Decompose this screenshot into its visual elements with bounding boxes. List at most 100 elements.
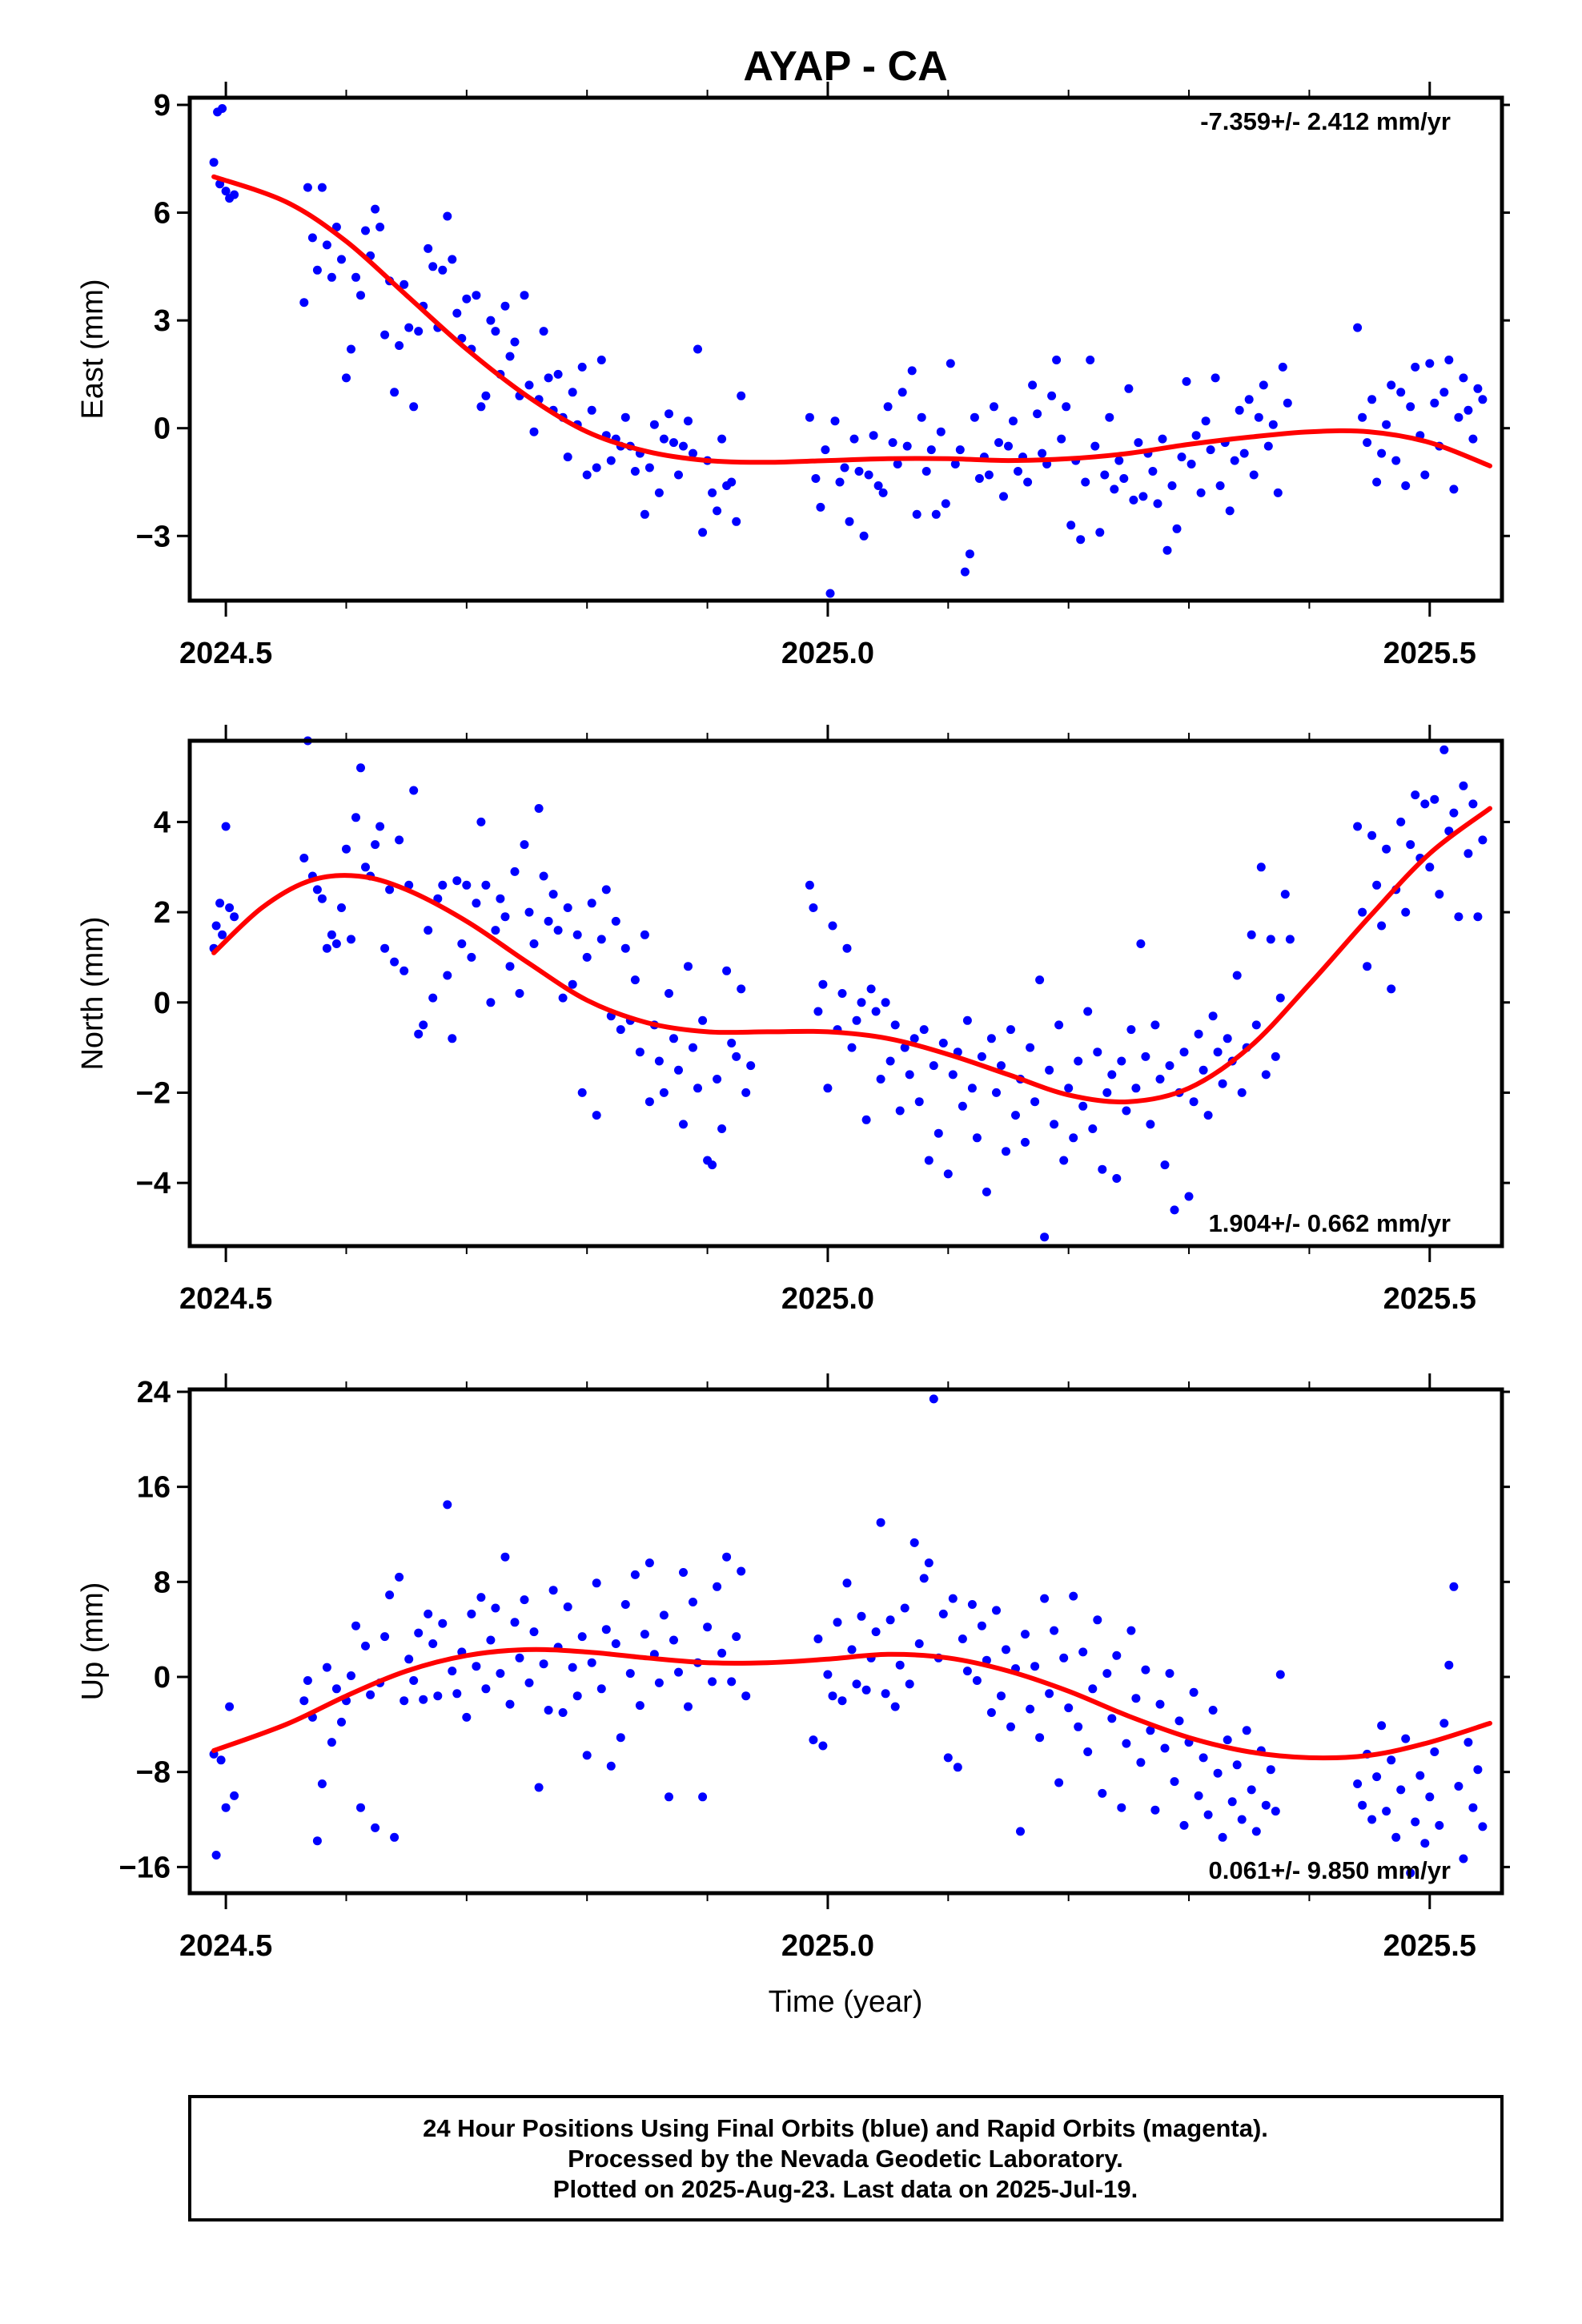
up-data-point: [1387, 1755, 1396, 1765]
up-data-point: [1006, 1722, 1015, 1731]
up-data-point: [972, 1676, 982, 1685]
north-data-point: [481, 880, 491, 890]
up-data-point: [380, 1632, 390, 1642]
north-data-point: [929, 1061, 938, 1071]
east-data-point: [1004, 441, 1013, 451]
up-data-point: [322, 1663, 331, 1672]
north-data-point: [1011, 1111, 1020, 1120]
north-data-point: [986, 1034, 996, 1043]
up-data-point: [1247, 1785, 1256, 1795]
up-data-point: [1358, 1800, 1367, 1810]
up-data-point: [438, 1618, 448, 1628]
east-data-point: [1439, 388, 1449, 397]
north-data-point: [544, 916, 553, 926]
up-x-tick-label: 2025.0: [781, 1929, 874, 1963]
east-data-point: [620, 412, 630, 422]
up-data-point: [1179, 1820, 1189, 1830]
east-data-point: [926, 445, 936, 455]
north-data-point: [1093, 1047, 1102, 1057]
up-data-point: [1242, 1726, 1251, 1735]
east-data-point: [1367, 395, 1377, 404]
up-y-tick-label: 16: [137, 1471, 171, 1505]
east-data-point: [825, 589, 835, 598]
north-data-point: [1353, 822, 1363, 831]
east-data-point: [654, 488, 664, 497]
north-data-point: [1170, 1205, 1179, 1215]
up-data-point: [1435, 1820, 1444, 1830]
east-data-point: [984, 470, 994, 480]
east-data-point: [1090, 441, 1100, 451]
north-data-point: [1430, 794, 1439, 804]
east-data-point: [443, 211, 452, 221]
up-data-point: [385, 1590, 395, 1600]
east-data-point: [1268, 420, 1278, 429]
east-data-point: [606, 456, 616, 465]
east-data-point: [669, 438, 678, 448]
north-fit-curve: [211, 806, 1492, 1104]
east-data-point: [689, 448, 697, 458]
east-data-point: [644, 463, 654, 472]
east-data-point: [727, 477, 737, 487]
east-data-point: [917, 412, 926, 422]
north-data-point: [1184, 1192, 1194, 1201]
up-data-point: [409, 1676, 419, 1685]
east-data-point: [859, 531, 869, 541]
north-data-point: [1377, 921, 1387, 931]
north-data-point: [312, 885, 322, 895]
north-data-point: [1050, 1120, 1059, 1129]
east-data-point: [500, 301, 510, 311]
north-data-point: [1261, 1070, 1271, 1080]
east-data-point: [1230, 456, 1239, 465]
up-data-point: [640, 1630, 649, 1639]
north-data-point: [909, 1034, 919, 1043]
east-data-point: [1014, 467, 1022, 476]
up-data-point: [1059, 1653, 1069, 1663]
up-data-point: [563, 1602, 572, 1611]
east-data-point: [337, 255, 346, 264]
east-fit-curve: [211, 174, 1492, 468]
north-data-point: [640, 930, 649, 939]
east-data-point: [1406, 402, 1415, 412]
east-data-point: [371, 204, 380, 214]
up-data-point: [520, 1595, 529, 1605]
east-panel: −3 0 3 6 9 2024.5 2025.0 2025.5 East (mm) -7.359+…: [76, 82, 1510, 670]
north-data-point: [934, 1128, 943, 1138]
north-data-point: [881, 998, 890, 1007]
north-data-point: [457, 939, 467, 948]
up-data-point: [659, 1610, 669, 1620]
north-data-point: [644, 1097, 654, 1107]
east-data-point: [1478, 395, 1488, 404]
north-data-point: [592, 1111, 601, 1120]
north-data-point: [1387, 984, 1396, 994]
north-data-point: [486, 998, 496, 1007]
north-data-point: [876, 1075, 885, 1084]
north-data-point: [611, 916, 620, 926]
north-data-point: [1064, 1084, 1074, 1093]
north-data-point: [1189, 1097, 1199, 1107]
east-data-point: [1353, 323, 1363, 332]
up-data-point: [1353, 1779, 1363, 1788]
east-data-point: [452, 308, 462, 318]
up-data-point: [433, 1691, 443, 1701]
north-data-point: [1478, 835, 1488, 845]
north-data-point: [1160, 1160, 1170, 1170]
north-data-point: [1203, 1111, 1213, 1120]
east-data-point: [1086, 356, 1095, 364]
up-data-point: [1223, 1735, 1232, 1745]
up-data-point: [703, 1622, 713, 1632]
north-data-point: [218, 930, 227, 939]
east-data-point: [1211, 373, 1220, 383]
up-data-point: [395, 1572, 404, 1582]
east-data-point: [1052, 356, 1062, 364]
north-data-point: [1232, 971, 1242, 980]
north-data-point: [866, 984, 876, 994]
north-data-point: [635, 1047, 644, 1057]
east-y-axis-label: East (mm): [76, 279, 110, 419]
up-data-point: [1093, 1615, 1102, 1625]
up-data-point: [625, 1669, 635, 1679]
up-data-point: [938, 1609, 948, 1618]
north-data-point: [467, 952, 476, 962]
east-data-point: [448, 255, 457, 264]
east-data-point: [1124, 384, 1134, 393]
up-data-point: [230, 1791, 239, 1800]
